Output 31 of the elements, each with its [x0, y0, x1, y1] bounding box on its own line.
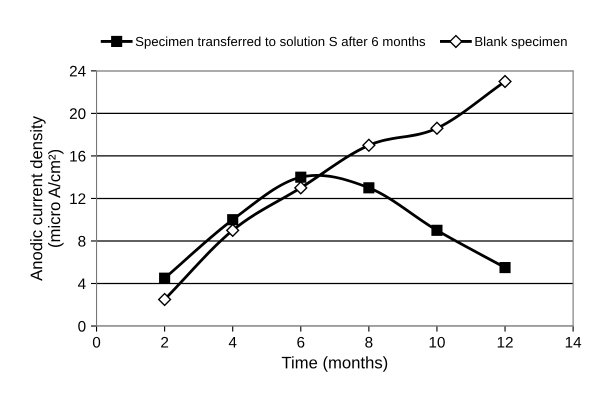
- point: [362, 138, 376, 152]
- y-tick-label: 12: [70, 193, 86, 204]
- point: [158, 292, 172, 306]
- y-tick-label: 20: [70, 108, 86, 120]
- point: [431, 224, 443, 236]
- legend-label: Blank specimen: [475, 36, 567, 49]
- y-tick-label: 24: [70, 66, 86, 76]
- x-axis-title: Time (months): [282, 356, 388, 372]
- point: [294, 181, 308, 194]
- point: [430, 122, 444, 135]
- legend-label: Specimen transferred to solution S after 6 months: [136, 36, 426, 49]
- y-axis-title: Anodic current density (micro A/cm²): [30, 116, 64, 281]
- x-tick-label: 0: [92, 336, 100, 348]
- point: [363, 182, 374, 194]
- y-tick-label: 4: [78, 278, 86, 290]
- y-tick-label: 0: [78, 320, 86, 332]
- y-tick-label: 8: [78, 236, 86, 247]
- x-tick-label: 4: [228, 337, 237, 348]
- point: [498, 74, 512, 88]
- point: [295, 172, 306, 183]
- x-tick-label: 10: [430, 336, 445, 348]
- point: [226, 224, 240, 237]
- x-tick-label: 14: [566, 337, 582, 348]
- y-tick-label: 16: [70, 150, 86, 162]
- x-tick-label: 6: [297, 336, 304, 348]
- point: [499, 262, 511, 274]
- x-tick-label: 2: [161, 336, 168, 348]
- x-tick-label: 8: [365, 336, 372, 348]
- point: [227, 214, 238, 226]
- x-tick-label: 12: [498, 336, 513, 348]
- point: [159, 272, 170, 284]
